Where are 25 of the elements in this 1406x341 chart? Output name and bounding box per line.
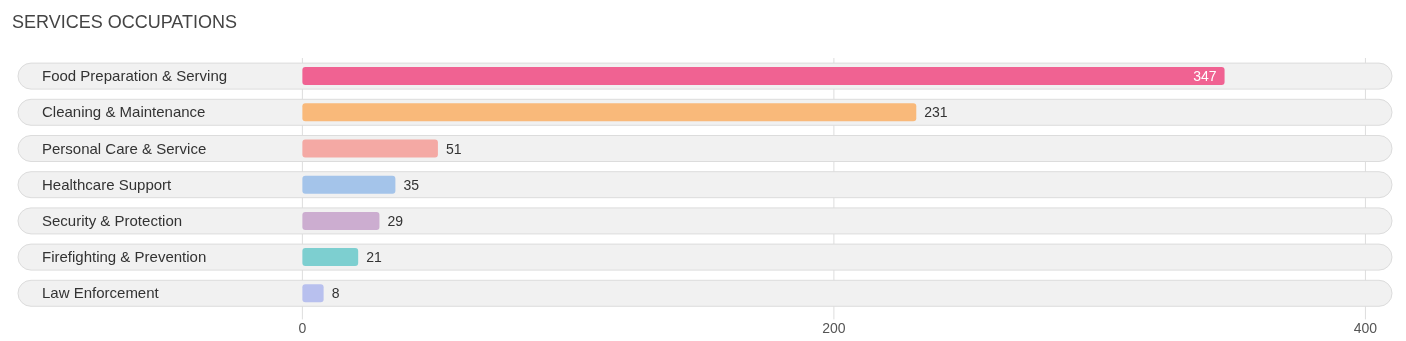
bar — [302, 248, 359, 267]
data-label: 347 — [1193, 68, 1217, 85]
data-label: 29 — [387, 212, 404, 229]
y-tick-label: Food Preparation & Serving — [42, 67, 228, 85]
bar — [302, 211, 380, 230]
x-tick-label: 200 — [822, 320, 846, 337]
x-tick-label: 400 — [1353, 320, 1378, 337]
y-tick-label: Healthcare Support — [42, 175, 173, 193]
data-label: 21 — [366, 249, 382, 266]
x-tick-label: 0 — [298, 320, 307, 337]
y-tick-label: Law Enforcement — [42, 284, 160, 302]
bar — [302, 103, 917, 122]
y-tick-label: Security & Protection — [42, 211, 183, 229]
chart-title: SERVICES OCCUPATIONS — [12, 12, 238, 32]
bar — [302, 284, 324, 303]
data-label: 51 — [445, 140, 462, 157]
y-tick-label: Personal Care & Service — [42, 139, 207, 157]
y-tick-label: Firefighting & Prevention — [42, 248, 207, 266]
bar — [302, 175, 396, 194]
bar — [302, 67, 1225, 86]
data-label: 231 — [924, 104, 948, 121]
y-tick-label: Cleaning & Maintenance — [42, 103, 206, 121]
bar — [302, 139, 438, 158]
data-label: 8 — [331, 285, 340, 302]
data-label: 35 — [403, 176, 420, 193]
